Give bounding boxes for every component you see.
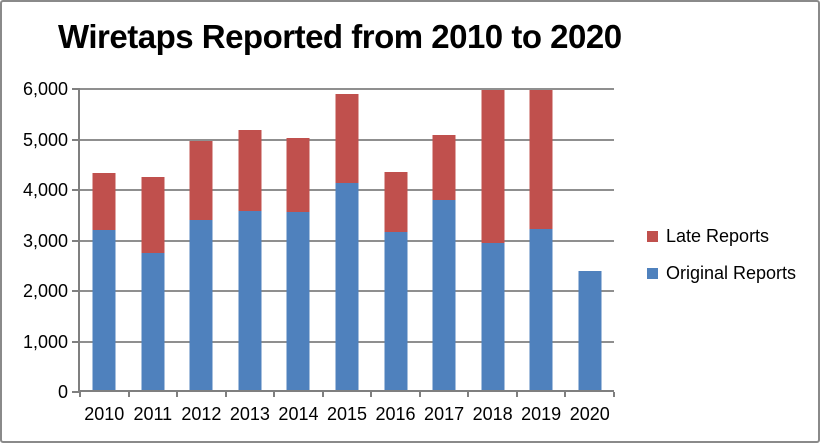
- y-axis-tick-label: 2,000: [22, 281, 68, 301]
- bar-group-2010: [92, 89, 116, 392]
- x-axis-tick: [224, 392, 227, 397]
- bar-segment-late-reports: [529, 89, 553, 230]
- bar-segment-original-reports: [92, 230, 116, 392]
- bar-segment-late-reports: [189, 141, 213, 221]
- y-axis-tick: [72, 138, 78, 141]
- x-axis-tick: [613, 392, 615, 397]
- bar-group-2019: [529, 89, 553, 392]
- x-axis-tick: [79, 392, 81, 397]
- bar-segment-original-reports: [432, 199, 456, 392]
- y-axis-tick: [72, 239, 78, 242]
- x-axis-tick: [564, 392, 567, 397]
- bar-segment-late-reports: [92, 173, 116, 231]
- x-axis-tick: [515, 392, 518, 397]
- x-axis-tick-label: 2017: [424, 404, 465, 424]
- legend: Late Reports Original Reports: [647, 226, 796, 300]
- bar-group-2011: [141, 89, 165, 392]
- legend-item: Original Reports: [647, 263, 796, 283]
- x-axis-tick: [176, 392, 179, 397]
- y-axis-tick-label: 3,000: [22, 230, 68, 251]
- chart-title: Wiretaps Reported from 2010 to 2020: [58, 18, 622, 55]
- bar-group-2013: [238, 89, 262, 392]
- bar-segment-original-reports: [286, 212, 310, 392]
- y-axis-tick: [72, 290, 78, 292]
- legend-label: Late Reports: [666, 226, 770, 246]
- bar-segment-original-reports: [238, 211, 262, 392]
- y-axis-line: [78, 88, 80, 393]
- bar-segment-late-reports: [432, 134, 456, 200]
- y-axis-tick: [72, 88, 78, 90]
- x-axis-tick: [127, 392, 130, 397]
- bar-group-2014: [286, 89, 310, 392]
- bar-segment-late-reports: [481, 89, 505, 244]
- bar-segment-original-reports: [335, 183, 359, 392]
- legend-swatch-late-reports: [647, 230, 658, 242]
- bar-group-2016: [384, 89, 408, 392]
- y-axis-tick: [72, 189, 78, 191]
- x-axis-tick: [467, 392, 470, 397]
- y-axis-tick-label: 4,000: [22, 180, 68, 200]
- x-axis-tick: [273, 392, 276, 397]
- bar-segment-original-reports: [529, 229, 553, 392]
- x-axis-tick: [370, 392, 373, 397]
- bar-group-2020: [578, 89, 602, 392]
- x-axis-tick-label: 2019: [521, 404, 562, 424]
- bar-group-2012: [189, 89, 213, 392]
- bar-segment-late-reports: [384, 171, 408, 233]
- x-axis-tick-label: 2018: [472, 404, 513, 424]
- bar-segment-late-reports: [335, 94, 359, 184]
- y-axis-tick: [72, 340, 78, 343]
- y-axis-tick: [72, 391, 78, 393]
- bar-segment-original-reports: [578, 271, 602, 392]
- legend-swatch-original-reports: [647, 267, 658, 279]
- bar-segment-original-reports: [141, 253, 165, 392]
- x-axis-tick-label: 2011: [133, 404, 173, 424]
- y-axis-tick-label: 1,000: [22, 331, 68, 352]
- bar-segment-late-reports: [141, 177, 165, 254]
- bar-segment-late-reports: [238, 129, 262, 212]
- bar-segment-original-reports: [481, 243, 505, 392]
- x-axis-tick-label: 2010: [84, 404, 125, 424]
- bar-segment-original-reports: [384, 232, 408, 392]
- x-axis-tick-label: 2016: [375, 404, 416, 424]
- bar-segment-late-reports: [286, 138, 310, 213]
- x-axis-tick-label: 2013: [229, 404, 270, 424]
- y-axis-tick-label: 6,000: [22, 79, 68, 99]
- x-axis-tick-label: 2015: [326, 404, 368, 424]
- legend-label: Original Reports: [666, 263, 797, 283]
- plot-area: [72, 88, 615, 397]
- bar-group-2017: [432, 89, 456, 392]
- y-axis-labels: 0 1,000 2,000 3,000 4,000 5,000 6,000: [2, 80, 68, 401]
- y-axis-tick-label: 0: [57, 382, 68, 402]
- gridline: [80, 88, 614, 90]
- x-axis-tick: [418, 392, 421, 397]
- legend-item: Late Reports: [647, 226, 796, 246]
- x-axis-tick: [321, 392, 324, 397]
- x-axis-line: [78, 390, 614, 392]
- y-axis-tick-label: 5,000: [22, 129, 68, 150]
- bar-segment-original-reports: [189, 220, 213, 392]
- x-axis-labels: 2010 2011 2012 2013 2014 2015 2016 2017 2018 2019…: [80, 405, 614, 427]
- x-axis-tick-label: 2012: [181, 404, 222, 424]
- bar-group-2015: [335, 89, 359, 392]
- x-axis-tick-label: 2014: [278, 404, 319, 424]
- bar-group-2018: [481, 89, 505, 392]
- x-axis-tick-label: 2020: [569, 404, 610, 424]
